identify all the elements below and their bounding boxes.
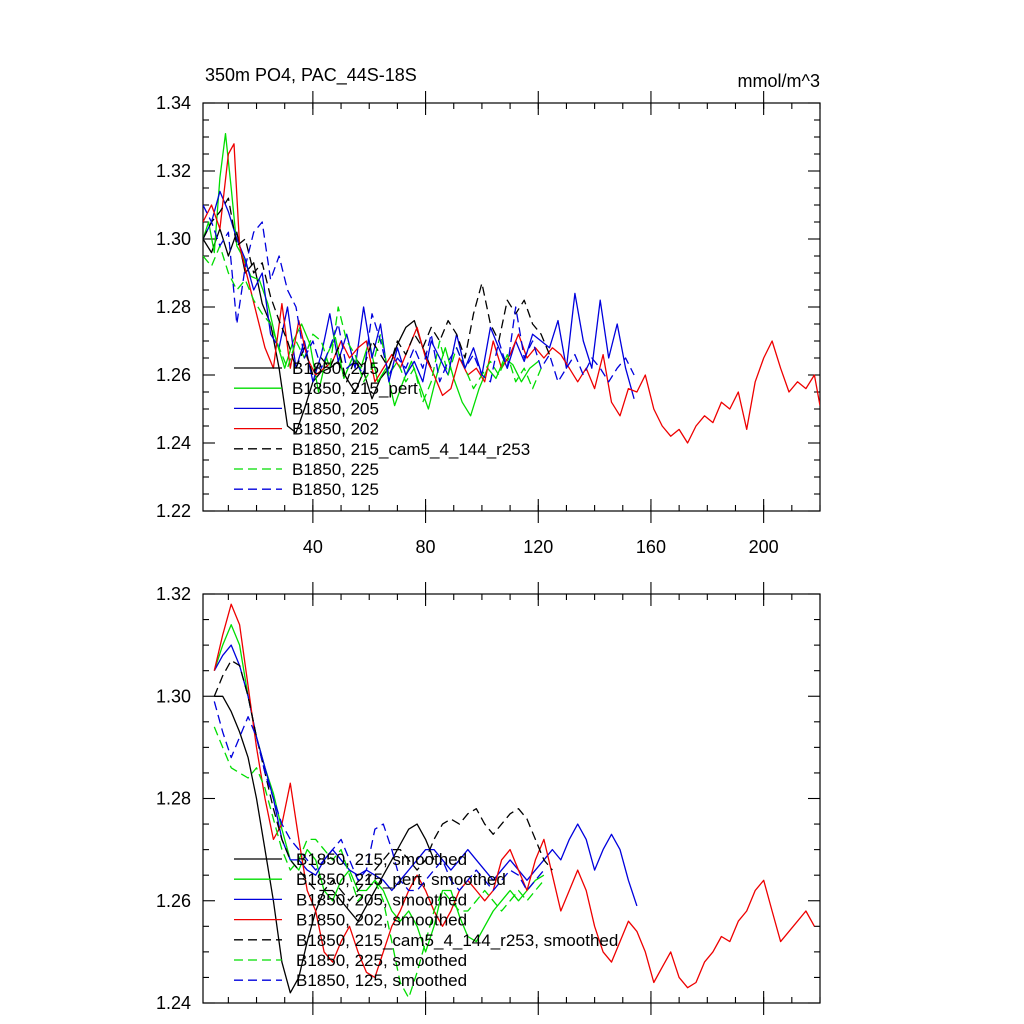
legend-entry: B1850, 202 bbox=[292, 420, 379, 439]
y-tick-label: 1.24 bbox=[156, 433, 191, 453]
y-tick-label: 1.30 bbox=[156, 686, 191, 706]
x-tick-label: 200 bbox=[749, 537, 779, 557]
legend-entry: B1850, 215_pert, smoothed bbox=[296, 870, 506, 889]
y-tick-label: 1.28 bbox=[156, 789, 191, 809]
y-tick-label: 1.28 bbox=[156, 297, 191, 317]
y-tick-label: 1.26 bbox=[156, 365, 191, 385]
x-tick-label: 120 bbox=[523, 537, 553, 557]
y-tick-label: 1.30 bbox=[156, 229, 191, 249]
series-line bbox=[213, 624, 545, 953]
y-tick-label: 1.24 bbox=[156, 993, 191, 1013]
x-tick-label: 40 bbox=[303, 537, 323, 557]
series-line bbox=[203, 197, 551, 383]
x-tick-label: 80 bbox=[416, 537, 436, 557]
legend-entry: B1850, 125, smoothed bbox=[296, 971, 467, 990]
y-tick-label: 1.32 bbox=[156, 584, 191, 604]
series-line bbox=[203, 190, 635, 399]
legend-entry: B1850, 215_cam5_4_144_r253, smoothed bbox=[296, 931, 618, 950]
legend-entry: B1850, 225, smoothed bbox=[296, 951, 467, 970]
y-tick-label: 1.22 bbox=[156, 501, 191, 521]
legend-entry: B1850, 215 bbox=[292, 359, 379, 378]
legend-entry: B1850, 205 bbox=[292, 399, 379, 418]
y-tick-label: 1.34 bbox=[156, 93, 191, 113]
legend-entry: B1850, 205, smoothed bbox=[296, 890, 467, 909]
y-tick-label: 1.32 bbox=[156, 161, 191, 181]
series-line bbox=[213, 701, 545, 892]
legend-entry: B1850, 215, smoothed bbox=[296, 850, 467, 869]
legend-entry: B1850, 225 bbox=[292, 460, 379, 479]
series-line bbox=[203, 204, 635, 383]
y-tick-label: 1.26 bbox=[156, 891, 191, 911]
bottom-panel: 1.24 1.26 1.28 1.30 1.32 B1850, 215, smoothed… bbox=[156, 582, 821, 1015]
series-line bbox=[213, 659, 553, 902]
series-line bbox=[213, 603, 815, 989]
legend-entry: B1850, 215_cam5_4_144_r253 bbox=[292, 440, 530, 459]
legend-entry: B1850, 125 bbox=[292, 480, 379, 499]
chart-title: 350m PO4, PAC_44S-18S bbox=[205, 65, 417, 86]
series-line bbox=[213, 644, 638, 907]
units-label: mmol/m^3 bbox=[738, 71, 820, 91]
legend-entry: B1850, 202, smoothed bbox=[296, 911, 467, 930]
top-panel: 40 80 120 160 200 1.22 1.24 1.26 1.28 1.30 1.32 1.3… bbox=[156, 65, 821, 557]
series-line bbox=[203, 245, 542, 403]
legend-entry: B1850, 215_pert bbox=[292, 379, 418, 398]
series-line bbox=[203, 143, 820, 444]
series-line bbox=[213, 726, 545, 999]
x-tick-label: 160 bbox=[636, 537, 666, 557]
